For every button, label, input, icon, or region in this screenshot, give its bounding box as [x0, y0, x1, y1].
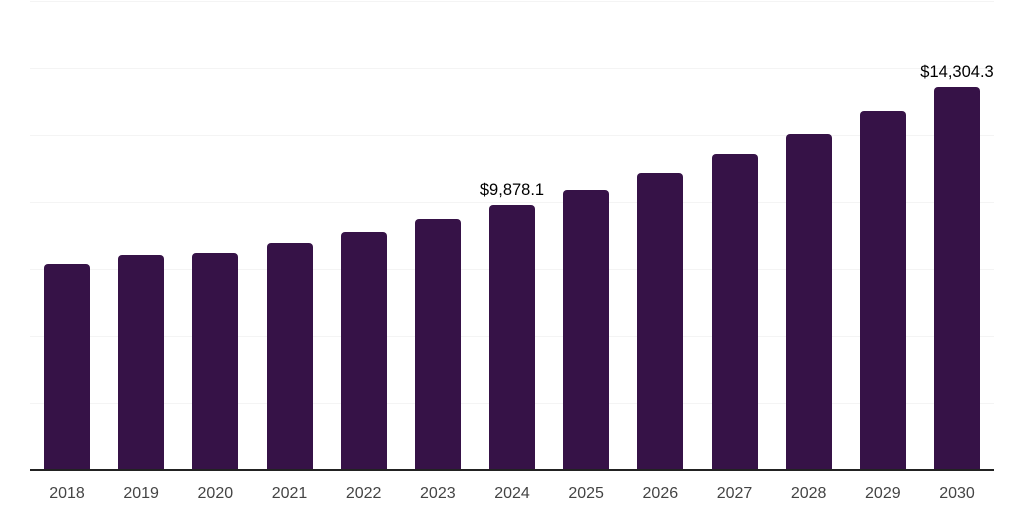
bar-2018	[44, 263, 90, 470]
x-tick-label-2025: 2025	[568, 485, 604, 502]
x-tick-label-2018: 2018	[49, 485, 85, 502]
bar-2020	[192, 252, 239, 470]
bar-2023	[414, 219, 461, 470]
bar-2021	[266, 243, 313, 470]
x-tick-label-2027: 2027	[716, 485, 753, 502]
bar-2029	[859, 110, 906, 470]
x-tick-label-2021: 2021	[271, 485, 308, 502]
bar-2025	[563, 189, 610, 470]
gridline-15000	[30, 68, 994, 69]
x-tick-label-2030: 2030	[939, 485, 975, 502]
gridline-17500	[30, 1, 994, 2]
bar-2028	[785, 134, 832, 470]
x-tick-label-2022: 2022	[345, 485, 382, 502]
bar-2026	[637, 173, 684, 470]
x-axis-line	[30, 469, 994, 471]
bar-2019	[118, 254, 165, 470]
x-tick-label-2026: 2026	[642, 485, 679, 502]
x-tick-label-2020: 2020	[197, 485, 234, 502]
x-tick-label-2029: 2029	[865, 485, 901, 502]
gridline-12500	[30, 135, 994, 136]
data-label-2024: $9,878.1	[479, 181, 545, 200]
bar-2030	[934, 86, 980, 470]
x-tick-label-2024: 2024	[494, 485, 530, 502]
x-tick-label-2019: 2019	[123, 485, 159, 502]
gridline-10000	[30, 202, 994, 203]
data-label-2030: $14,304.3	[920, 62, 994, 81]
x-tick-label-2023: 2023	[420, 485, 456, 502]
bar-2022	[340, 232, 387, 470]
bar-2027	[711, 154, 758, 470]
bar-2024	[489, 205, 535, 470]
x-tick-label-2028: 2028	[790, 485, 827, 502]
